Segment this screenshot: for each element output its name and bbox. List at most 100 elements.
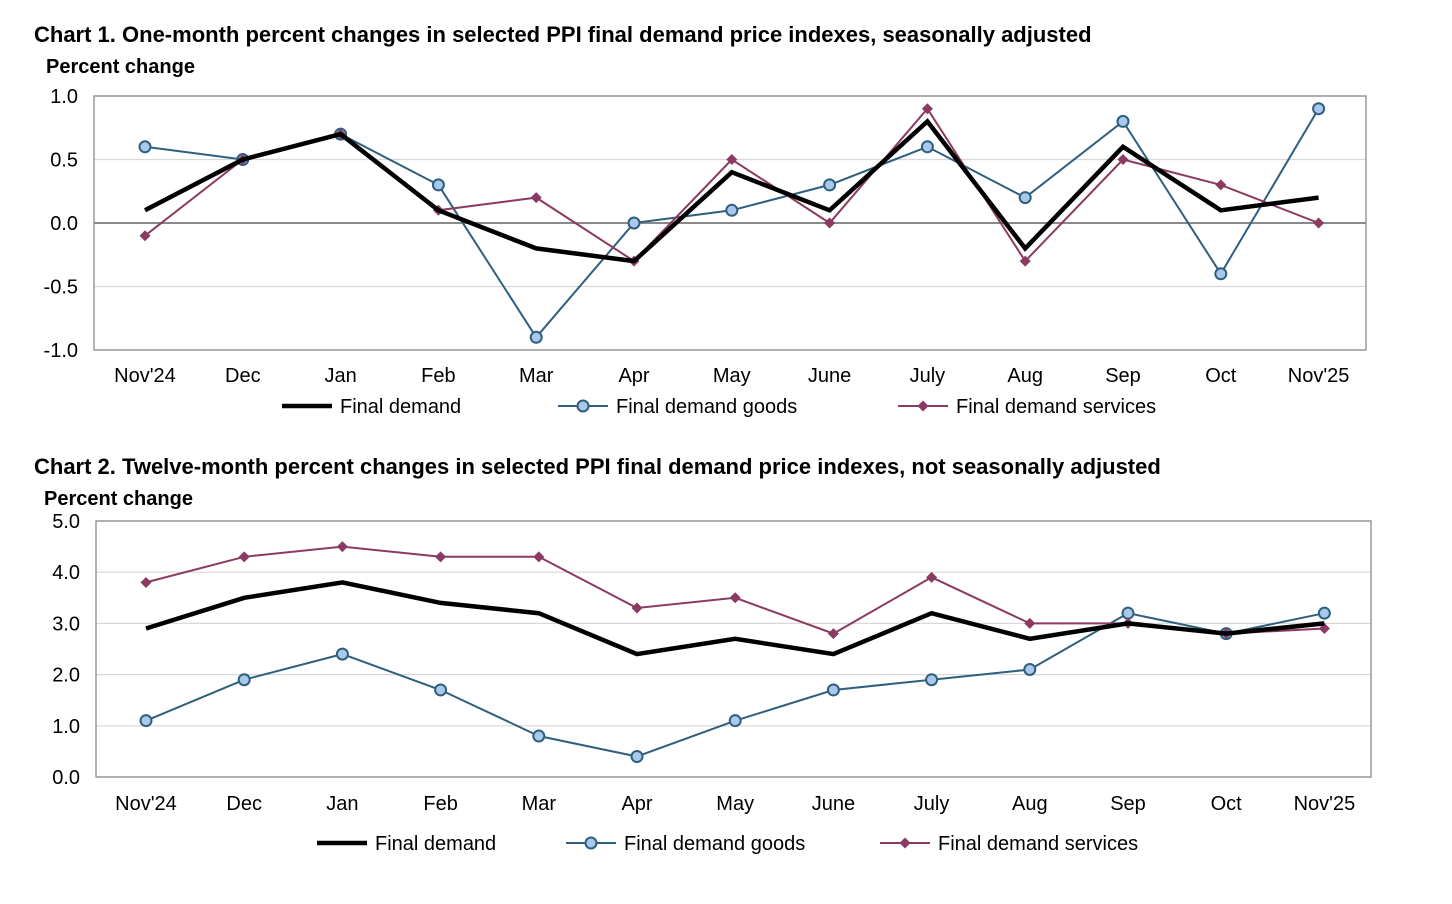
chart-2-final-demand-goods-point xyxy=(139,714,153,728)
chart-1-final-demand-services-point xyxy=(921,103,933,115)
chart-1-final-demand-goods-point xyxy=(1312,102,1326,116)
chart-1-final-demand-goods-point xyxy=(1214,267,1228,281)
chart-2-y-tick-label: 3.0 xyxy=(52,613,80,635)
chart-2-legend-label: Final demand xyxy=(375,833,496,855)
chart-1-x-tick-label: Jan xyxy=(324,365,356,387)
chart-2-y-tick-label: 0.0 xyxy=(52,767,80,789)
chart-2-legend-label: Final demand goods xyxy=(624,833,805,855)
chart-1-final-demand-services-point xyxy=(139,230,151,242)
chart-1-x-ticks: Nov'24 Dec Jan Feb Mar Apr May June July Aug Sep Oc… xyxy=(114,365,1349,387)
chart-1-legend-marker xyxy=(917,400,929,412)
chart-1-y-tick-label: -0.5 xyxy=(44,277,78,299)
chart-1-y-tick-label: 0.0 xyxy=(50,213,78,235)
chart-1-title: Chart 1. One-month percent changes in se… xyxy=(34,22,1092,47)
chart-1-legend-label: Final demand goods xyxy=(616,396,797,418)
chart-2-x-tick-label: Aug xyxy=(1012,793,1048,815)
chart-1-x-tick-label: Aug xyxy=(1007,365,1043,387)
chart-1-y-ticks: 1.0 0.5 0.0 -0.5 -1.0 xyxy=(44,86,78,362)
chart-2-legend-item-final-demand-goods: Final demand goods xyxy=(566,833,805,855)
chart-2-final-demand-services-point xyxy=(435,551,447,563)
chart-2-final-demand-services-point xyxy=(631,602,643,614)
chart-2-y-tick-label: 4.0 xyxy=(52,562,80,584)
chart-1: Chart 1. One-month percent changes in se… xyxy=(0,0,1452,440)
chart-2-y-tick-label: 2.0 xyxy=(52,665,80,687)
chart-1-x-tick-label: Sep xyxy=(1105,365,1141,387)
chart-2-final-demand-goods-line xyxy=(145,612,1325,758)
chart-2-final-demand-services-point xyxy=(926,571,938,583)
chart-1-y-axis-label: Percent change xyxy=(46,56,195,78)
chart-1-final-demand-goods-point xyxy=(627,216,641,230)
chart-2-final-demand-goods-point xyxy=(826,683,840,697)
chart-2-final-demand-goods-point xyxy=(532,729,546,743)
chart-1-final-demand-goods-point xyxy=(823,178,837,192)
chart-2-final-demand-goods-point xyxy=(237,673,251,687)
chart-2-final-demand-goods-point xyxy=(1023,662,1037,676)
chart-2-series-final-demand xyxy=(145,580,1325,657)
chart-2-legend-label: Final demand services xyxy=(938,833,1138,855)
chart-2-legend-marker xyxy=(899,837,911,849)
chart-2-legend: Final demand Final demand goods Final dema… xyxy=(317,833,1138,855)
chart-2-x-tick-label: Mar xyxy=(522,793,557,815)
chart-1-x-tick-label: May xyxy=(713,365,751,387)
chart-1-final-demand-services-point xyxy=(726,154,738,165)
chart-1-legend-item-final-demand: Final demand xyxy=(282,396,461,418)
chart-1-y-tick-label: -1.0 xyxy=(44,340,78,362)
chart-2-plot-frame xyxy=(95,520,1372,778)
chart-2-series-final-demand-goods xyxy=(139,606,1331,764)
chart-1-legend-marker xyxy=(576,399,590,413)
chart-2-legend-item-final-demand: Final demand xyxy=(317,833,496,855)
chart-2-final-demand-goods-point xyxy=(925,673,939,687)
chart-1-final-demand-goods-point xyxy=(138,140,152,154)
chart-2-legend-item-final-demand-services: Final demand services xyxy=(880,833,1138,855)
chart-2: Chart 2. Twelve-month percent changes in… xyxy=(0,440,1452,904)
chart-1-legend-label: Final demand xyxy=(340,396,461,418)
chart-1-final-demand-goods-point xyxy=(1018,191,1032,205)
chart-2-final-demand-services-point xyxy=(729,592,741,604)
chart-1-legend: Final demand Final demand goods Final dema… xyxy=(282,396,1156,418)
chart-1-legend-item-final-demand-services: Final demand services xyxy=(898,396,1156,418)
chart-1-final-demand-goods-point xyxy=(725,203,739,217)
chart-2-y-ticks: 5.0 4.0 3.0 2.0 1.0 0.0 xyxy=(52,511,80,789)
chart-2-final-demand-goods-point xyxy=(1317,606,1331,620)
chart-2-final-demand-services-point xyxy=(1024,617,1036,629)
chart-1-x-tick-label: Apr xyxy=(618,365,649,387)
chart-2-x-tick-label: Sep xyxy=(1110,793,1146,815)
chart-2-final-demand-goods-point xyxy=(630,750,644,764)
chart-1-gridlines xyxy=(94,95,1366,351)
chart-1-final-demand-goods-point xyxy=(529,330,543,344)
chart-2-plot: 5.0 4.0 3.0 2.0 1.0 0.0 Nov'24 Dec Jan Feb Mar Apr M… xyxy=(52,511,1372,855)
chart-2-x-tick-label: Feb xyxy=(423,793,457,815)
chart-2-final-demand-line xyxy=(145,580,1325,657)
chart-2-title: Chart 2. Twelve-month percent changes in… xyxy=(34,454,1161,479)
chart-1-series-final-demand-services xyxy=(139,103,1325,267)
chart-2-y-tick-label: 1.0 xyxy=(52,716,80,738)
chart-2-final-demand-services-line xyxy=(145,545,1325,635)
chart-1-final-demand-goods-point xyxy=(431,178,445,192)
chart-2-x-tick-label: June xyxy=(812,793,855,815)
chart-2-x-tick-label: Dec xyxy=(226,793,262,815)
chart-1-series-final-demand xyxy=(143,118,1319,264)
chart-2-final-demand-services-point xyxy=(238,551,250,563)
chart-1-y-tick-label: 1.0 xyxy=(50,86,78,108)
chart-1-x-tick-label: June xyxy=(808,365,851,387)
chart-2-x-tick-label: Oct xyxy=(1211,793,1243,815)
chart-2-final-demand-services-point xyxy=(827,628,839,640)
chart-2-x-tick-label: Nov'25 xyxy=(1294,793,1356,815)
chart-2-y-tick-label: 5.0 xyxy=(52,511,80,533)
chart-1-x-tick-label: Nov'25 xyxy=(1288,365,1350,387)
chart-2-legend-marker xyxy=(584,836,598,850)
chart-2-gridlines xyxy=(96,520,1371,778)
chart-2-final-demand-goods-point xyxy=(335,647,349,661)
chart-1-final-demand-services-point xyxy=(824,217,836,229)
chart-2-x-tick-label: July xyxy=(914,793,950,815)
chart-2-final-demand-goods-point xyxy=(1121,606,1135,620)
chart-2-x-tick-label: Jan xyxy=(326,793,358,815)
chart-1-final-demand-goods-point xyxy=(920,140,934,154)
chart-2-x-ticks: Nov'24 Dec Jan Feb Mar Apr May June July Aug Sep Oc… xyxy=(115,793,1355,815)
chart-2-final-demand-services-point xyxy=(533,551,545,563)
chart-2-x-tick-label: Apr xyxy=(621,793,652,815)
chart-1-final-demand-services-line xyxy=(144,107,1319,263)
chart-2-x-tick-label: May xyxy=(716,793,754,815)
chart-2-y-axis-label: Percent change xyxy=(44,488,193,510)
chart-1-final-demand-services-point xyxy=(530,192,542,204)
